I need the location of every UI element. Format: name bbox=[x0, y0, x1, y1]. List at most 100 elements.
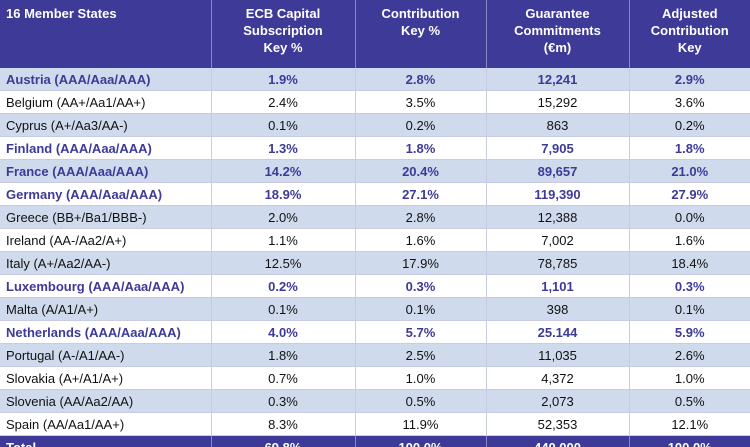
header-line: 16 Member States bbox=[6, 6, 117, 21]
guarantee-commitment: 89,657 bbox=[486, 159, 630, 183]
total-row: Total 69.8% 100.0% 440,000 100.0% bbox=[0, 435, 750, 447]
contribution-key: 5.7% bbox=[355, 320, 487, 344]
adjusted-contribution-key: 0.3% bbox=[629, 274, 750, 298]
ecb-capital-key: 1.1% bbox=[211, 228, 356, 252]
ecb-capital-key: 1.9% bbox=[211, 68, 356, 91]
country-name: Ireland (AA-/Aa2/A+) bbox=[0, 228, 212, 252]
country-name: Cyprus (A+/Aa3/AA-) bbox=[0, 113, 212, 137]
guarantee-commitment: 7,905 bbox=[486, 136, 630, 160]
adjusted-contribution-key: 1.0% bbox=[629, 366, 750, 390]
contribution-key: 27.1% bbox=[355, 182, 487, 206]
guarantee-commitment: 119,390 bbox=[486, 182, 630, 206]
adjusted-contribution-key: 1.6% bbox=[629, 228, 750, 252]
table-row: Slovakia (A+/A1/A+) 0.7% 1.0% 4,372 1.0% bbox=[0, 366, 750, 390]
country-name: Austria (AAA/Aaa/AAA) bbox=[0, 68, 212, 91]
country-name: Italy (A+/Aa2/AA-) bbox=[0, 251, 212, 275]
ecb-capital-key: 4.0% bbox=[211, 320, 356, 344]
table-row: Portugal (A-/A1/AA-) 1.8% 2.5% 11,035 2.6% bbox=[0, 343, 750, 367]
ecb-capital-key: 0.7% bbox=[211, 366, 356, 390]
contribution-key: 2.8% bbox=[355, 68, 487, 91]
table-row: France (AAA/Aaa/AAA) 14.2% 20.4% 89,657 21.0… bbox=[0, 159, 750, 183]
country-name: Belgium (AA+/Aa1/AA+) bbox=[0, 90, 212, 114]
table-row: Cyprus (A+/Aa3/AA-) 0.1% 0.2% 863 0.2% bbox=[0, 113, 750, 137]
contribution-key: 0.2% bbox=[355, 113, 487, 137]
total-ecb-key: 69.8% bbox=[211, 435, 356, 447]
total-guarantee: 440,000 bbox=[486, 435, 630, 447]
adjusted-contribution-key: 27.9% bbox=[629, 182, 750, 206]
country-name: Portugal (A-/A1/AA-) bbox=[0, 343, 212, 367]
contribution-key: 0.3% bbox=[355, 274, 487, 298]
table-row: Netherlands (AAA/Aaa/AAA) 4.0% 5.7% 25.144 5… bbox=[0, 320, 750, 344]
adjusted-contribution-key: 0.2% bbox=[629, 113, 750, 137]
guarantee-commitment: 11,035 bbox=[486, 343, 630, 367]
header-line: Key % bbox=[263, 40, 303, 55]
table-row: Spain (AA/Aa1/AA+) 8.3% 11.9% 52,353 12.1% bbox=[0, 412, 750, 436]
table-row: Luxembourg (AAA/Aaa/AAA) 0.2% 0.3% 1,101 0.3… bbox=[0, 274, 750, 298]
header-ecb-capital-key: ECB Capital Subscription Key % bbox=[211, 0, 356, 68]
table-row: Malta (A/A1/A+) 0.1% 0.1% 398 0.1% bbox=[0, 297, 750, 321]
header-line: Key % bbox=[400, 23, 441, 38]
contribution-key: 2.8% bbox=[355, 205, 487, 229]
table-row: Finland (AAA/Aaa/AAA) 1.3% 1.8% 7,905 1.8% bbox=[0, 136, 750, 160]
total-adjusted-key: 100.0% bbox=[629, 435, 750, 447]
header-line: Key bbox=[677, 40, 702, 55]
header-line: Contribution bbox=[381, 6, 460, 21]
country-name: Germany (AAA/Aaa/AAA) bbox=[0, 182, 212, 206]
ecb-capital-key: 0.3% bbox=[211, 389, 356, 413]
country-name: Greece (BB+/Ba1/BBB-) bbox=[0, 205, 212, 229]
adjusted-contribution-key: 5.9% bbox=[629, 320, 750, 344]
header-member-states: 16 Member States bbox=[0, 0, 212, 68]
contribution-key: 1.6% bbox=[355, 228, 487, 252]
guarantee-commitment: 1,101 bbox=[486, 274, 630, 298]
table-row: Ireland (AA-/Aa2/A+) 1.1% 1.6% 7,002 1.6% bbox=[0, 228, 750, 252]
adjusted-contribution-key: 21.0% bbox=[629, 159, 750, 183]
contribution-key: 1.8% bbox=[355, 136, 487, 160]
header-guarantee-commitments: Guarantee Commitments (€m) bbox=[486, 0, 630, 68]
guarantee-commitment: 398 bbox=[486, 297, 630, 321]
table-row: Italy (A+/Aa2/AA-) 12.5% 17.9% 78,785 18.4% bbox=[0, 251, 750, 275]
header-adjusted-contribution-key: Adjusted Contribution Key bbox=[629, 0, 750, 68]
contribution-key: 2.5% bbox=[355, 343, 487, 367]
header-line: Adjusted bbox=[661, 6, 718, 21]
header-line: (€m) bbox=[543, 40, 572, 55]
guarantee-commitment: 25.144 bbox=[486, 320, 630, 344]
header-line: Subscription bbox=[243, 23, 323, 38]
country-name: Luxembourg (AAA/Aaa/AAA) bbox=[0, 274, 212, 298]
table-row: Greece (BB+/Ba1/BBB-) 2.0% 2.8% 12,388 0.0% bbox=[0, 205, 750, 229]
ecb-capital-key: 0.2% bbox=[211, 274, 356, 298]
adjusted-contribution-key: 0.0% bbox=[629, 205, 750, 229]
adjusted-contribution-key: 2.6% bbox=[629, 343, 750, 367]
guarantee-commitment: 78,785 bbox=[486, 251, 630, 275]
guarantee-commitment: 12,388 bbox=[486, 205, 630, 229]
contribution-key: 0.1% bbox=[355, 297, 487, 321]
ecb-capital-key: 12.5% bbox=[211, 251, 356, 275]
country-name: Netherlands (AAA/Aaa/AAA) bbox=[0, 320, 212, 344]
country-name: Spain (AA/Aa1/AA+) bbox=[0, 412, 212, 436]
country-name: Malta (A/A1/A+) bbox=[0, 297, 212, 321]
table-row: Belgium (AA+/Aa1/AA+) 2.4% 3.5% 15,292 3.6% bbox=[0, 90, 750, 114]
header-line: Contribution bbox=[650, 23, 729, 38]
ecb-capital-key: 1.3% bbox=[211, 136, 356, 160]
header-row: 16 Member States ECB Capital Subscription K… bbox=[0, 0, 750, 68]
ecb-capital-key: 2.0% bbox=[211, 205, 356, 229]
adjusted-contribution-key: 1.8% bbox=[629, 136, 750, 160]
ecb-capital-key: 8.3% bbox=[211, 412, 356, 436]
header-line: ECB Capital bbox=[245, 6, 321, 21]
table-row: Germany (AAA/Aaa/AAA) 18.9% 27.1% 119,390 27… bbox=[0, 182, 750, 206]
total-label: Total bbox=[0, 435, 212, 447]
guarantee-commitment: 52,353 bbox=[486, 412, 630, 436]
ecb-capital-key: 2.4% bbox=[211, 90, 356, 114]
guarantee-commitment: 12,241 bbox=[486, 68, 630, 91]
contribution-key: 11.9% bbox=[355, 412, 487, 436]
country-name: Slovenia (AA/Aa2/AA) bbox=[0, 389, 212, 413]
table-body: Austria (AAA/Aaa/AAA) 1.9% 2.8% 12,241 2.9% B… bbox=[0, 68, 750, 436]
country-name: France (AAA/Aaa/AAA) bbox=[0, 159, 212, 183]
adjusted-contribution-key: 3.6% bbox=[629, 90, 750, 114]
table-footer: Total 69.8% 100.0% 440,000 100.0% bbox=[0, 435, 750, 447]
adjusted-contribution-key: 2.9% bbox=[629, 68, 750, 91]
header-line: Commitments bbox=[514, 23, 601, 38]
ecb-capital-key: 0.1% bbox=[211, 113, 356, 137]
header-contribution-key: Contribution Key % bbox=[355, 0, 487, 68]
contribution-key: 0.5% bbox=[355, 389, 487, 413]
